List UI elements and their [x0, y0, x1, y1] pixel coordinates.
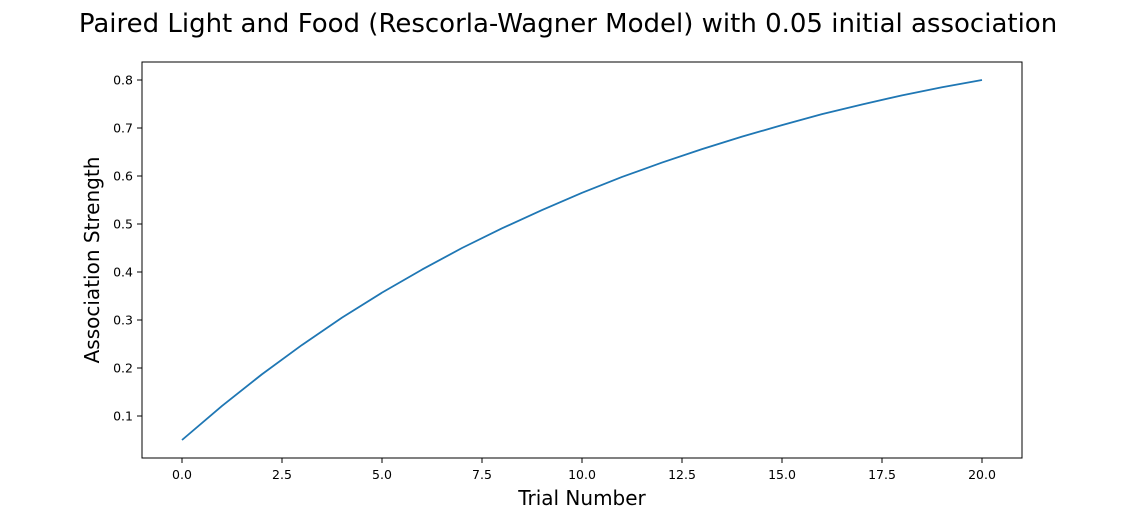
y-tick-label: 0.6 — [113, 169, 133, 184]
chart-title: Paired Light and Food (Rescorla-Wagner M… — [79, 9, 1057, 39]
x-tick-label: 5.0 — [372, 467, 392, 482]
x-tick-label: 7.5 — [472, 467, 492, 482]
y-axis: 0.1 0.2 0.3 0.4 0.5 0.6 0.7 0.8 — [113, 73, 142, 424]
y-tick-label: 0.5 — [113, 217, 133, 232]
series-line — [181, 79, 983, 441]
y-tick-label: 0.8 — [113, 73, 133, 88]
series-layer — [181, 79, 983, 441]
y-tick-label: 0.1 — [113, 409, 133, 424]
axes-frame — [141, 61, 1023, 459]
x-axis: 0.0 2.5 5.0 7.5 10.0 12.5 15.0 17.5 20.0 — [172, 458, 996, 482]
y-tick-label: 0.3 — [113, 313, 133, 328]
y-tick-label: 0.7 — [113, 121, 133, 136]
x-tick-label: 0.0 — [172, 467, 192, 482]
x-tick-label: 2.5 — [272, 467, 292, 482]
x-tick-label: 12.5 — [668, 467, 696, 482]
y-tick-label: 0.2 — [113, 361, 133, 376]
x-tick-label: 17.5 — [868, 467, 896, 482]
y-tick-label: 0.4 — [113, 265, 133, 280]
x-tick-label: 10.0 — [568, 467, 596, 482]
x-tick-label: 15.0 — [768, 467, 796, 482]
plot-area: 0.0 2.5 5.0 7.5 10.0 12.5 15.0 17.5 20.0 0.10.20… — [113, 61, 1023, 482]
x-tick-label: 20.0 — [968, 467, 996, 482]
y-axis-label: Association Strength — [80, 157, 104, 364]
x-axis-label: Trial Number — [517, 486, 646, 510]
